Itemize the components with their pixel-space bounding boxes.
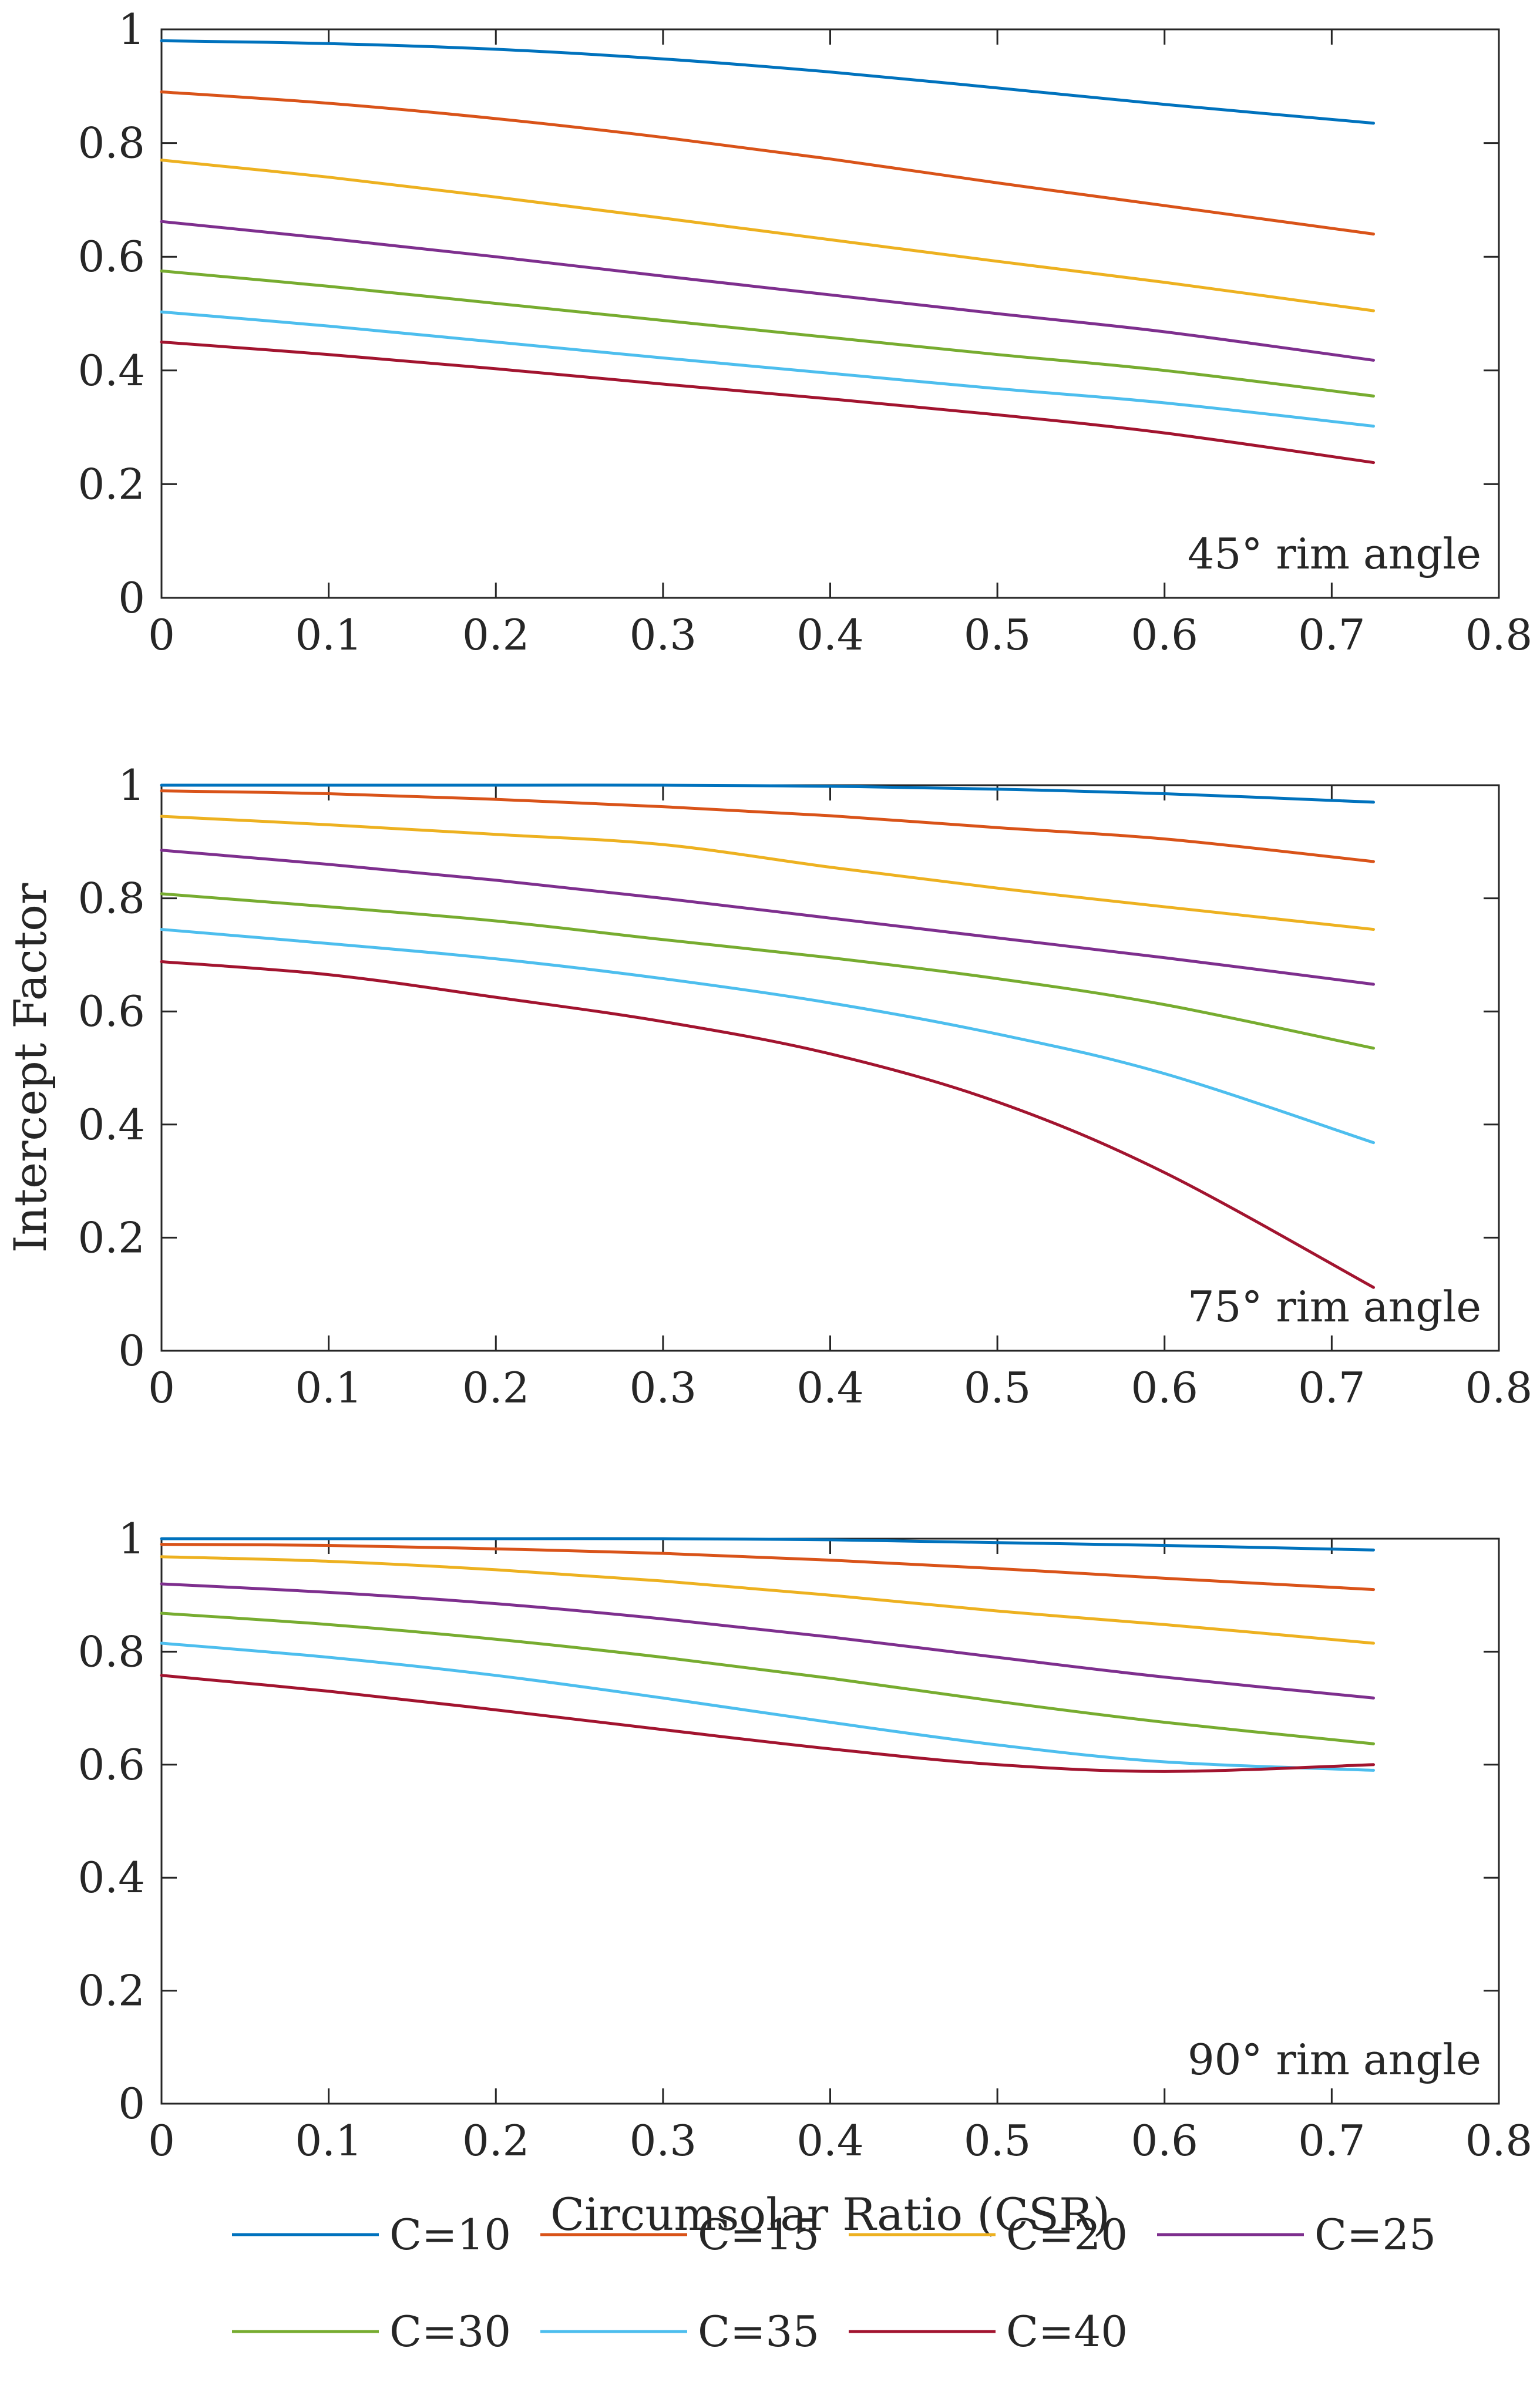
series-line-c-20 (160, 815, 1376, 931)
y-tick-label: 0.6 (78, 987, 145, 1036)
legend: C=10 C=15 C=20 C=25 C=30 C=35 C=40 (232, 2210, 1436, 2356)
y-tick-label: 0.2 (78, 1966, 145, 2016)
plot-area-frame (160, 784, 1500, 1352)
x-tick-label: 0.1 (295, 610, 362, 660)
legend-label-c-25: C=25 (1314, 2210, 1436, 2259)
series-line-c-25 (160, 1582, 1376, 1700)
y-tick-label: 0 (118, 573, 145, 623)
y-tick-label: 0.2 (78, 1213, 145, 1262)
rim-angle-annotation: 45° rim angle (1188, 529, 1481, 578)
legend-label-c-35: C=35 (698, 2307, 819, 2356)
y-tick-label: 0.4 (78, 346, 145, 395)
x-tick-label: 0 (148, 1363, 175, 1412)
x-tick-label: 0.2 (462, 2116, 530, 2165)
series-line-c-35 (160, 1641, 1376, 1772)
series-line-c-40 (160, 960, 1376, 1289)
series-line-c-30 (160, 892, 1376, 1050)
chart-panels: 0 0.1 0.2 0.3 0.4 0.5 0.6 0.7 0.8 0 0.2 0.4 0.6 0.8 1 4… (4, 5, 1532, 2240)
y-tick-label: 0.4 (78, 1100, 145, 1149)
x-tick-label: 0.5 (964, 610, 1031, 660)
series-line-c-10 (160, 783, 1376, 804)
y-tick-label: 0.6 (78, 1740, 145, 1789)
series-line-c-40 (160, 1674, 1376, 1773)
x-tick-label: 0.1 (295, 2116, 362, 2165)
x-tick-label: 0.4 (796, 1363, 864, 1412)
series-line-c-35 (160, 928, 1376, 1145)
x-axis-title: Circumsolar Ratio (CSR) (550, 2188, 1110, 2240)
y-tick-label: 0.8 (78, 119, 145, 168)
legend-label-c-20: C=20 (1006, 2210, 1128, 2259)
series-line-c-15 (160, 1543, 1376, 1592)
x-tick-label: 0.8 (1465, 2116, 1533, 2165)
rim-angle-annotation: 90° rim angle (1188, 2035, 1481, 2084)
y-tick-label: 0.4 (78, 1853, 145, 1902)
y-tick-label: 0 (118, 2079, 145, 2128)
x-tick-label: 0.2 (462, 1363, 530, 1412)
series-line-c-40 (160, 340, 1376, 465)
plot-area-frame (160, 28, 1500, 599)
legend-label-c-10: C=10 (389, 2210, 511, 2259)
x-tick-label: 0 (148, 2116, 175, 2165)
x-tick-label: 0.8 (1465, 1363, 1533, 1412)
y-tick-label: 0.8 (78, 1627, 145, 1676)
y-tick-label: 1 (118, 1514, 145, 1563)
x-tick-label: 0.6 (1131, 610, 1198, 660)
x-tick-label: 0.2 (462, 610, 530, 660)
y-tick-label: 0.6 (78, 232, 145, 281)
series-line-c-10 (160, 39, 1376, 125)
x-tick-label: 0.6 (1131, 2116, 1198, 2165)
x-tick-label: 0.3 (630, 610, 697, 660)
series-line-c-30 (160, 1612, 1376, 1745)
x-tick-label: 0.7 (1298, 1363, 1366, 1412)
y-tick-label: 1 (118, 5, 145, 54)
chart-panel-3: 0 0.1 0.2 0.3 0.4 0.5 0.6 0.7 0.8 0 0.2 0.4 0.6 0.8 1 9… (78, 1514, 1532, 2240)
y-tick-label: 0.8 (78, 874, 145, 923)
chart-panel-2: 0 0.1 0.2 0.3 0.4 0.5 0.6 0.7 0.8 0 0.2 0.4 0.6 0.8 1 7… (4, 761, 1532, 1412)
series-line-c-30 (160, 269, 1376, 398)
x-tick-label: 0.4 (796, 610, 864, 660)
y-axis-title: Intercept Factor (4, 883, 56, 1253)
series-line-c-15 (160, 789, 1376, 863)
x-tick-label: 0.5 (964, 1363, 1031, 1412)
y-tick-label: 0.2 (78, 459, 145, 509)
chart-panel-1: 0 0.1 0.2 0.3 0.4 0.5 0.6 0.7 0.8 0 0.2 0.4 0.6 0.8 1 4… (78, 5, 1532, 660)
series-line-c-35 (160, 310, 1376, 428)
x-tick-label: 0.6 (1131, 1363, 1198, 1412)
x-tick-label: 0.4 (796, 2116, 864, 2165)
y-tick-label: 1 (118, 761, 145, 810)
x-tick-label: 0.3 (630, 1363, 697, 1412)
series-line-c-20 (160, 159, 1376, 312)
x-tick-label: 0.1 (295, 1363, 362, 1412)
legend-label-c-40: C=40 (1006, 2307, 1128, 2356)
x-tick-label: 0.7 (1298, 610, 1366, 660)
legend-label-c-15: C=15 (698, 2210, 819, 2259)
y-tick-label: 0 (118, 1326, 145, 1375)
rim-angle-annotation: 75° rim angle (1188, 1282, 1481, 1331)
x-tick-label: 0.5 (964, 2116, 1031, 2165)
series-line-c-20 (160, 1555, 1376, 1645)
x-tick-label: 0.3 (630, 2116, 697, 2165)
series-line-c-15 (160, 90, 1376, 236)
x-tick-label: 0.7 (1298, 2116, 1366, 2165)
plot-area-frame (160, 1538, 1500, 2105)
series-line-c-25 (160, 220, 1376, 362)
x-tick-label: 0.8 (1465, 610, 1533, 660)
x-tick-label: 0 (148, 610, 175, 660)
series-line-c-10 (160, 1537, 1376, 1552)
series-line-c-25 (160, 849, 1376, 986)
legend-label-c-30: C=30 (389, 2307, 511, 2356)
